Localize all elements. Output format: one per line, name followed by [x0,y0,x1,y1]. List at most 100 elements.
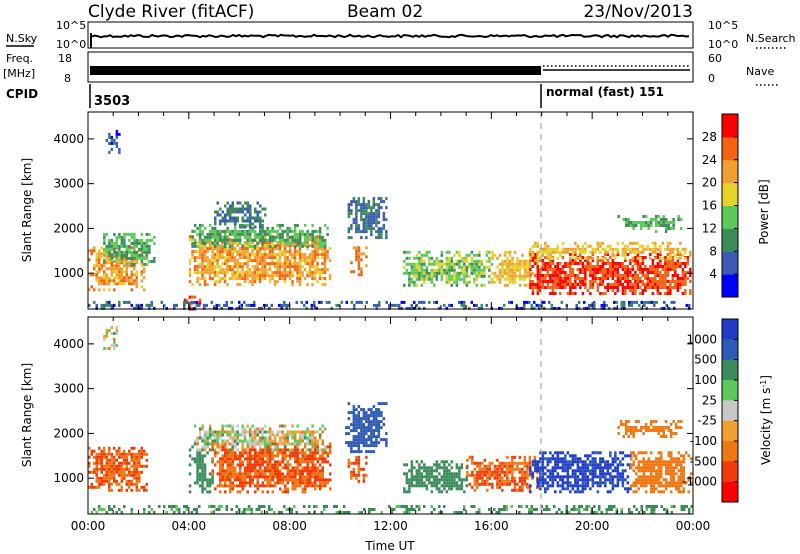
data-cell [223,268,227,272]
data-cell [365,203,368,207]
data-cell [645,306,648,310]
data-cell [125,250,129,254]
data-cell [405,472,409,476]
data-cell [130,488,133,492]
data-cell [228,268,232,272]
data-cell [276,274,279,278]
data-cell [316,430,319,434]
data-cell [551,268,555,271]
data-cell [470,250,474,254]
data-cell [667,221,670,224]
data-cell [206,478,209,482]
data-cell [380,426,383,430]
data-cell [281,244,284,248]
data-cell [286,244,289,248]
data-cell [593,303,596,307]
data-cell [196,277,199,281]
data-cell [360,215,363,219]
data-cell [216,213,219,217]
data-cell [266,484,269,488]
data-cell [323,259,327,263]
data-cell [566,277,570,280]
data-cell [619,283,622,286]
data-cell [130,464,133,468]
data-cell [188,484,192,488]
data-cell [266,253,269,257]
freq-panel: Freq. [MHz] 18 8 60 0 Nave [3,51,780,86]
data-cell [329,463,332,467]
data-cell [554,280,557,283]
data-cell [293,235,297,239]
data-cell [135,306,138,310]
data-cell [251,475,254,479]
data-cell [564,487,567,491]
data-cell [273,265,277,269]
data-cell [203,306,206,310]
data-cell [654,274,657,277]
data-cell [90,485,93,489]
data-cell [115,449,118,453]
data-cell [281,253,284,257]
data-cell [283,229,287,233]
data-cell [423,268,426,272]
data-cell [576,463,580,467]
data-cell [649,280,652,283]
data-cell [521,467,524,471]
data-cell [196,436,199,440]
data-cell [224,451,227,455]
data-cell [569,259,572,262]
data-cell [460,484,464,488]
data-cell [663,300,666,304]
data-cell [286,466,289,470]
data-cell [614,265,617,268]
data-cell [241,207,244,211]
data-cell [619,262,622,265]
data-cell [541,451,545,455]
data-cell [288,259,292,263]
data-cell [485,259,489,263]
data-cell [138,238,141,242]
data-cell [203,241,207,245]
data-cell [644,265,647,268]
data-cell [440,250,444,254]
nsky-label: N.Sky [6,32,38,45]
data-cell [221,424,224,428]
data-cell [513,467,517,471]
data-cell [375,230,378,234]
data-cell [481,467,484,471]
data-cell [198,235,202,239]
data-cell [256,219,259,223]
data-cell [241,484,244,488]
data-cell [286,274,289,278]
data-cell [410,463,414,467]
data-cell [216,433,219,437]
data-cell [224,219,227,223]
data-cell [291,433,294,437]
data-cell [95,479,98,483]
data-cell [631,286,635,289]
data-cell [223,424,227,428]
data-cell [681,283,685,286]
data-cell [221,463,224,467]
data-cell [521,274,524,278]
data-cell [566,481,570,485]
data-cell [561,277,565,280]
data-cell [98,458,101,462]
data-cell [367,224,371,228]
data-cell [153,259,156,263]
data-cell [243,253,247,257]
data-cell [684,247,687,251]
data-cell [281,424,284,428]
data-cell [118,464,121,468]
data-cell [229,478,232,482]
data-cell [308,442,312,446]
data-cell [508,280,512,284]
data-cell [120,470,123,474]
data-cell [110,247,114,251]
data-cell [561,250,565,254]
data-cell [576,283,580,286]
data-cell [674,271,677,274]
data-cell [418,306,421,310]
data-cell [321,271,324,275]
data-cell [350,411,353,415]
